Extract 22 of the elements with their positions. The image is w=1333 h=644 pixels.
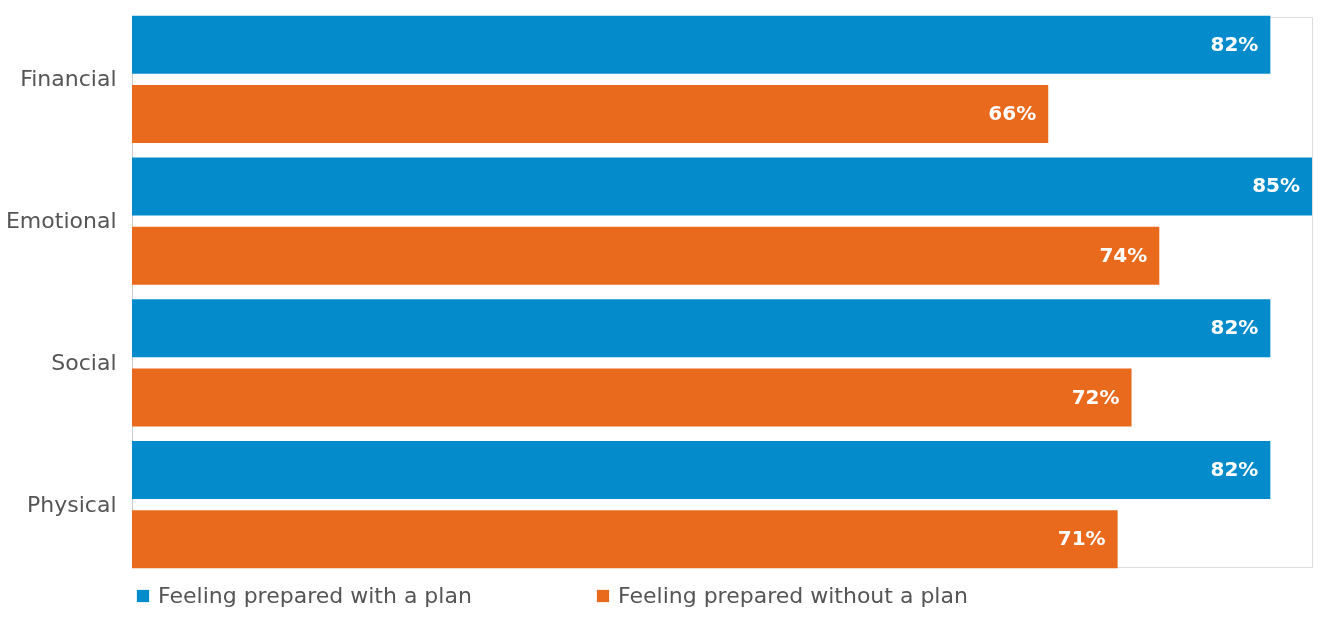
bar bbox=[132, 85, 1049, 144]
bar bbox=[132, 510, 1118, 569]
data-label: 82% bbox=[1210, 315, 1259, 340]
legend-label: Feeling prepared without a plan bbox=[618, 583, 968, 608]
bar bbox=[132, 440, 1271, 499]
bar bbox=[132, 226, 1160, 285]
data-label: 85% bbox=[1252, 173, 1300, 198]
data-label: 66% bbox=[988, 101, 1037, 126]
data-label: 74% bbox=[1099, 242, 1148, 267]
data-label: 82% bbox=[1210, 456, 1259, 481]
y-tick-label: Emotional bbox=[5, 208, 117, 234]
data-label: 71% bbox=[1057, 526, 1106, 551]
bar bbox=[132, 157, 1312, 216]
bar bbox=[132, 15, 1271, 74]
bar bbox=[132, 368, 1132, 427]
data-label: 72% bbox=[1071, 384, 1120, 409]
y-tick-label: Physical bbox=[27, 491, 117, 517]
bar bbox=[132, 299, 1271, 358]
y-tick-label: Social bbox=[51, 349, 117, 375]
legend-label: Feeling prepared with a plan bbox=[158, 583, 472, 608]
data-label: 82% bbox=[1210, 31, 1259, 56]
y-tick-label: Financial bbox=[20, 66, 117, 92]
